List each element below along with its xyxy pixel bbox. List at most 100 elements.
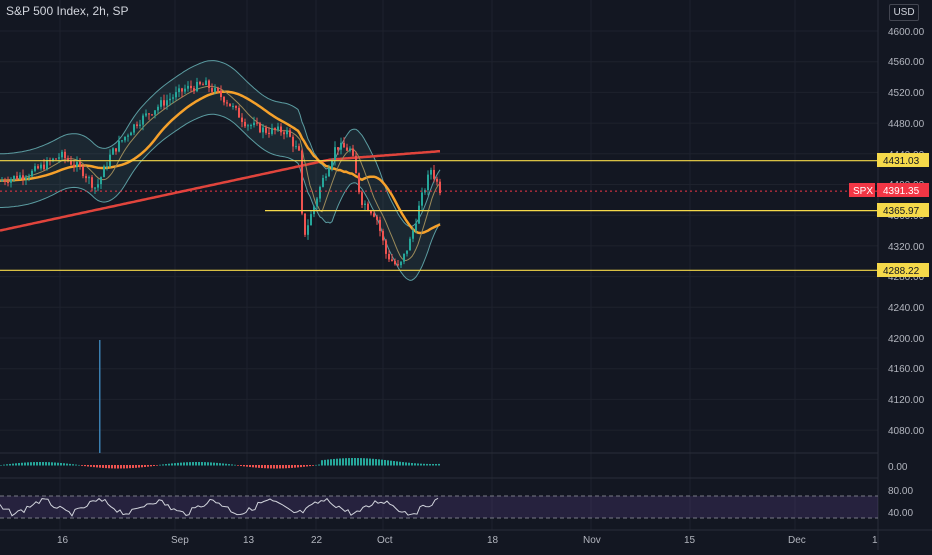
price-label: 4240.00: [888, 303, 925, 314]
candle-body: [247, 125, 249, 127]
oscillator-bar: [342, 458, 344, 466]
oscillator-bar: [369, 458, 371, 466]
oscillator-bar: [387, 460, 389, 466]
candle-body: [130, 132, 132, 136]
candle-body: [175, 92, 177, 98]
candle-body: [412, 230, 414, 239]
candle-body: [403, 253, 405, 262]
candle-body: [415, 223, 417, 231]
candle-body: [307, 225, 309, 235]
candle-body: [184, 88, 186, 92]
oscillator-bar: [123, 465, 125, 469]
candle-body: [280, 126, 282, 133]
oscillator-bar: [237, 465, 239, 466]
candle-body: [205, 80, 207, 86]
oscillator-bar: [315, 464, 317, 466]
candle-body: [67, 158, 69, 161]
oscillator-bar: [324, 459, 326, 466]
candle-body: [1, 180, 3, 182]
oscillator-bar: [297, 465, 299, 468]
candle-body: [100, 177, 102, 185]
oscillator-bar: [54, 462, 56, 466]
moving-average-20: [0, 85, 441, 262]
candle-body: [394, 261, 396, 265]
candle-body: [85, 176, 87, 179]
time-axis[interactable]: 16 Sep 13 22 Oct 18 Nov 15 Dec 1: [57, 535, 878, 546]
level-tag-bg: [877, 263, 929, 277]
candle-body: [295, 146, 297, 148]
candle-body: [166, 100, 168, 106]
oscillator-bar: [219, 463, 221, 466]
candle-body: [229, 103, 231, 107]
moving-average-200: [0, 149, 441, 232]
symbol-title[interactable]: S&P 500 Index, 2h, SP: [6, 4, 129, 18]
candle-body: [274, 128, 276, 130]
oscillator-bar: [321, 460, 323, 466]
oscillator-bar: [210, 462, 212, 466]
oscillator-bar: [402, 462, 404, 466]
candle-body: [343, 142, 345, 148]
oscillator-bar: [117, 465, 119, 469]
candle-body: [13, 175, 15, 179]
oscillator-bar: [372, 458, 374, 466]
candle-body: [124, 136, 126, 141]
candle-body: [115, 148, 117, 152]
last-price-tag-bg: [877, 183, 929, 197]
oscillator-bar: [75, 464, 77, 466]
currency-button[interactable]: USD: [889, 4, 919, 21]
oscillator-bar: [183, 462, 185, 466]
candle-body: [319, 186, 321, 199]
oscillator-bar: [138, 465, 140, 468]
oscillator-bar: [111, 465, 113, 469]
candle-body: [202, 84, 204, 86]
symbol-tag: SPX: [853, 186, 873, 197]
candlesticks[interactable]: [1, 77, 441, 268]
level-tag: 4365.97: [883, 206, 920, 217]
candle-body: [421, 192, 423, 206]
candle-body: [397, 264, 399, 266]
candle-body: [364, 203, 366, 205]
oscillator-bar: [360, 458, 362, 466]
oscillator-bar: [72, 464, 74, 466]
oscillator-bar: [99, 465, 101, 468]
oscillator-bar: [93, 465, 95, 468]
candle-body: [181, 88, 183, 92]
candle-body: [277, 126, 279, 130]
oscillator-bar: [204, 462, 206, 466]
horizontal-levels[interactable]: [0, 160, 878, 271]
oscillator-bar: [150, 465, 152, 467]
oscillator-bar: [345, 458, 347, 466]
oscillator-bar: [207, 462, 209, 466]
candle-body: [340, 142, 342, 150]
candle-body: [187, 85, 189, 89]
candle-body: [211, 88, 213, 92]
oscillator-bar: [330, 459, 332, 466]
candle-body: [154, 110, 156, 115]
oscillator-bar: [258, 465, 260, 468]
candle-body: [331, 160, 333, 169]
oscillator-bar: [378, 459, 380, 466]
candle-body: [118, 140, 120, 152]
oscillator-bar: [255, 465, 257, 468]
oscillator-bar: [108, 465, 110, 469]
candle-body: [256, 122, 258, 124]
oscillator-bar: [282, 465, 284, 469]
oscillator-bar: [129, 465, 131, 469]
candle-body: [379, 219, 381, 231]
oscillator-bar: [147, 465, 149, 467]
rsi-band: [0, 496, 878, 518]
time-label: Sep: [171, 535, 189, 546]
oscillator-bar: [24, 462, 26, 466]
oscillator-bar: [15, 463, 17, 466]
oscillator-bar: [33, 462, 35, 466]
oscillator-bar: [6, 464, 8, 466]
candle-body: [223, 97, 225, 103]
candle-body: [388, 253, 390, 260]
oscillator-bar: [336, 458, 338, 466]
oscillator-bar: [375, 459, 377, 466]
candle-body: [316, 198, 318, 207]
candle-body: [178, 88, 180, 93]
oscillator-bar: [288, 465, 290, 469]
